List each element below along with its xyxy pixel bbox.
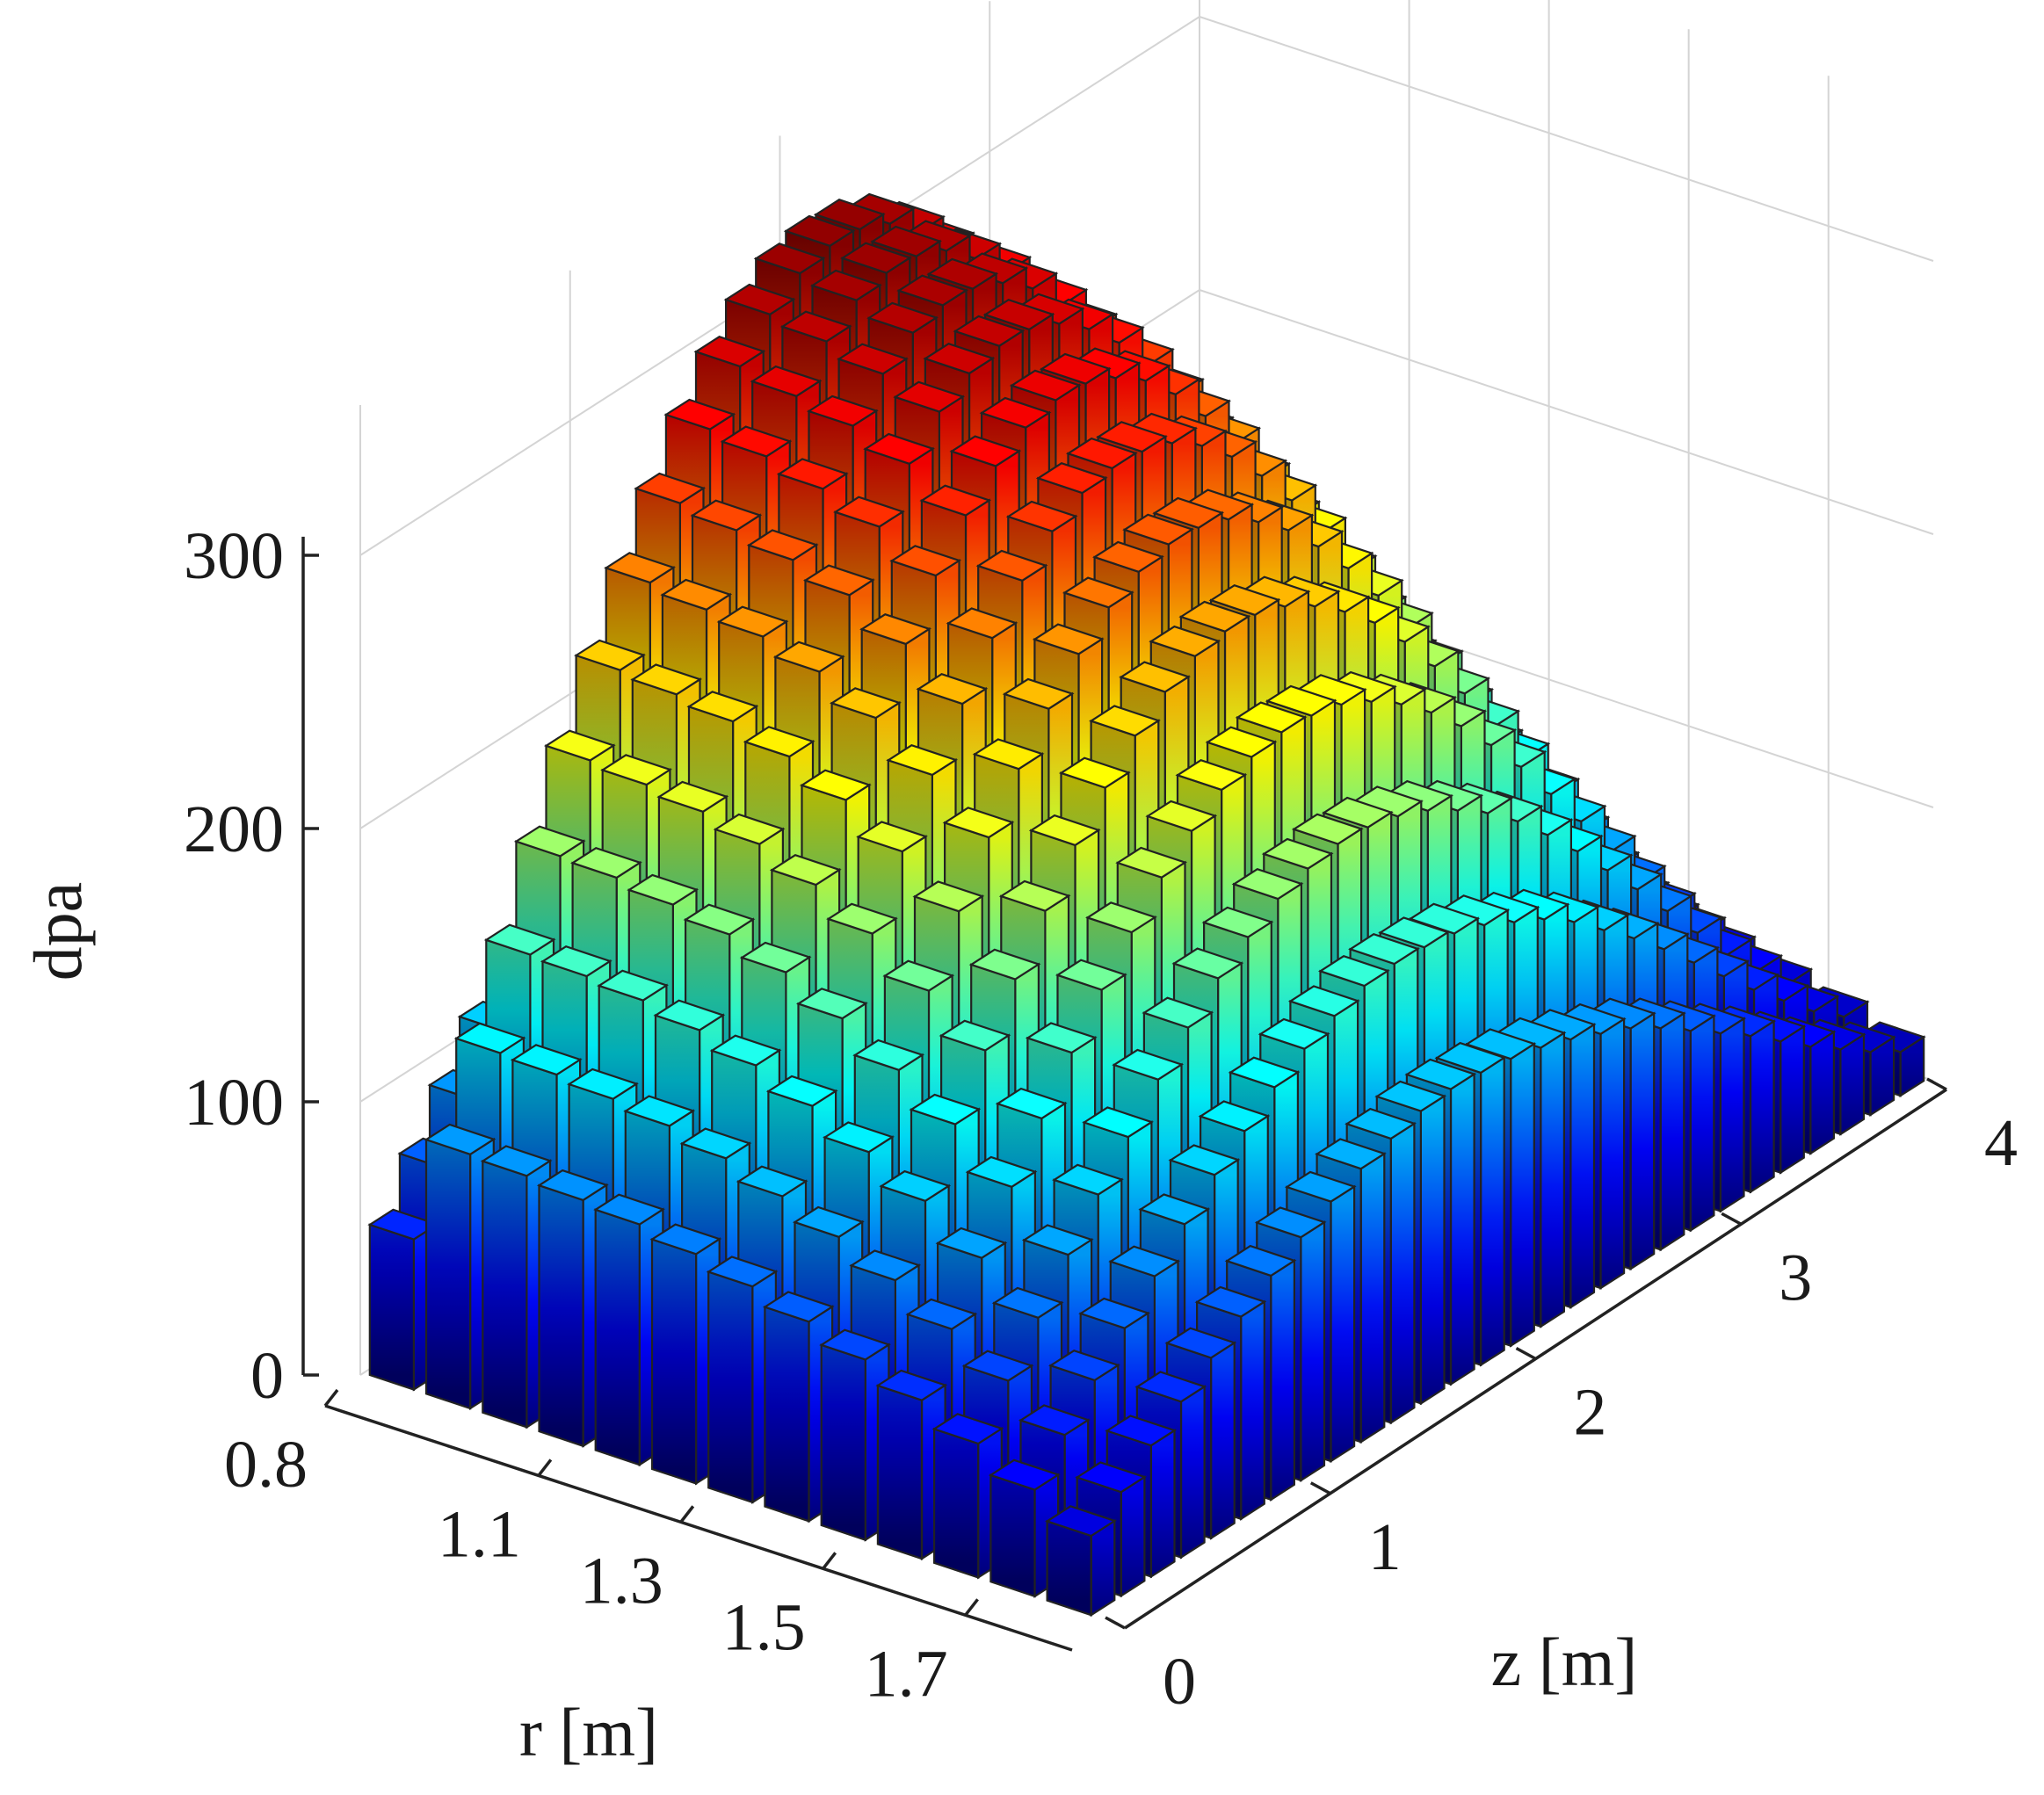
chart-area: 01002003000.81.11.31.51.701234 r [m] z […	[0, 0, 2044, 1791]
bar3d-chart: 01002003000.81.11.31.51.701234 r [m] z […	[0, 0, 2044, 1791]
